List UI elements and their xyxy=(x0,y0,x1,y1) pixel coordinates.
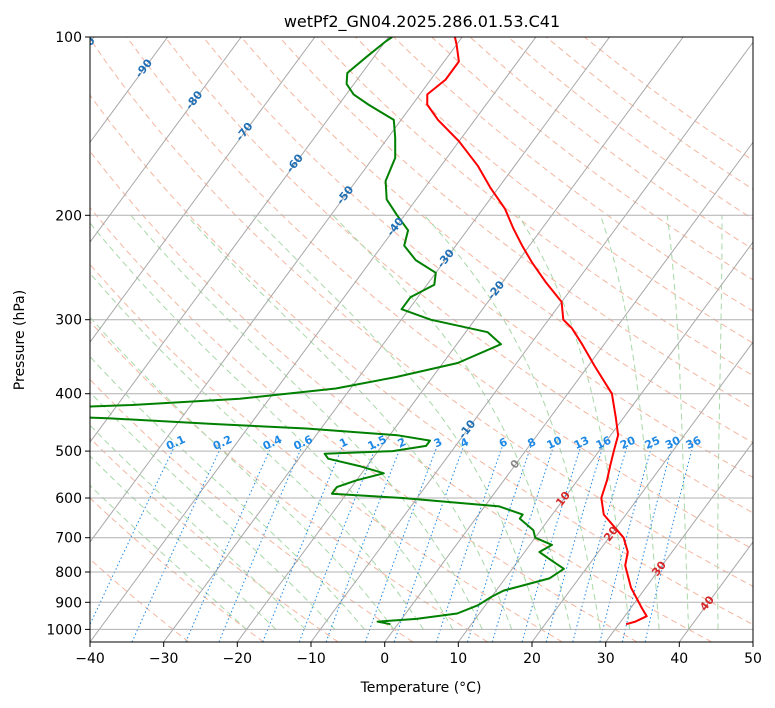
y-tick-label: 600 xyxy=(55,491,82,507)
grid-lines xyxy=(90,37,753,630)
isotherm-line xyxy=(310,41,753,642)
x-tick-label: −30 xyxy=(149,651,179,667)
x-axis-title: Temperature (°C) xyxy=(360,680,482,696)
mixing-ratio-line xyxy=(185,445,272,642)
mixing-ratio-line xyxy=(393,445,465,642)
dry-adiabat-line xyxy=(278,37,753,410)
isotherm-line xyxy=(384,141,753,642)
dewpoint-line xyxy=(90,37,565,626)
dry-adiabat-line xyxy=(317,37,753,377)
isotherm-line xyxy=(605,441,753,642)
x-tick-label: −10 xyxy=(296,651,326,667)
mixing-ratio-line xyxy=(90,445,176,626)
y-tick-label: 900 xyxy=(55,595,82,611)
y-tick-label: 700 xyxy=(55,531,82,547)
dry-adiabat-line xyxy=(90,263,563,642)
mixing-ratio-line xyxy=(364,445,438,642)
y-axis-title: Pressure (hPa) xyxy=(12,290,28,390)
isotherm-line xyxy=(90,37,242,243)
x-tick-label: 0 xyxy=(380,651,389,667)
mixing-ratio-line xyxy=(572,445,628,642)
y-tick-label: 100 xyxy=(55,30,82,46)
y-tick-label: 500 xyxy=(55,444,82,460)
mixing-ratio-line xyxy=(325,445,402,642)
mixing-ratio-line xyxy=(218,445,303,642)
chart-title: wetPf2_GN04.2025.286.01.53.C41 xyxy=(284,12,560,32)
mixing-ratio-line xyxy=(545,445,604,642)
dry-adiabat-line xyxy=(126,37,753,550)
mixing-ratio-label: 16 xyxy=(594,434,614,452)
isotherm-line xyxy=(531,341,753,642)
mixing-ratio-label: 13 xyxy=(572,434,591,452)
isotherm-line xyxy=(457,241,753,642)
y-tick-label: 300 xyxy=(55,313,82,329)
x-tick-label: 30 xyxy=(597,651,615,667)
dry-adiabat-line xyxy=(90,37,753,587)
isotherm-line xyxy=(90,37,537,642)
isotherm-line xyxy=(90,37,390,443)
x-tick-label: −40 xyxy=(75,651,105,667)
mixing-ratio-line xyxy=(599,445,653,642)
y-tick-label: 1000 xyxy=(46,622,82,638)
mixing-ratio-line xyxy=(491,445,555,642)
dry-adiabat-line xyxy=(164,37,753,514)
dry-adiabat-line xyxy=(90,94,753,626)
axes: −40 −30 −20 −10 0 10 20 30 40 50 100 200 300 400 500 60… xyxy=(46,30,762,667)
mixing-ratio-label: 36 xyxy=(684,434,704,452)
plot-frame xyxy=(89,36,754,643)
isotherm-line xyxy=(90,37,463,543)
isotherm-line xyxy=(236,37,684,642)
mixing-ratio-line xyxy=(621,445,673,642)
y-tick-label: 400 xyxy=(55,387,82,403)
x-tick-label: 40 xyxy=(670,651,688,667)
moist-adiabat-line xyxy=(90,391,336,630)
series-layer xyxy=(90,37,648,626)
temperature-line xyxy=(426,37,648,626)
mixing-ratio-label: 10 xyxy=(545,434,565,452)
mixing-ratio-line xyxy=(467,445,532,642)
x-tick-label: −20 xyxy=(223,651,253,667)
x-tick-label: 20 xyxy=(523,651,541,667)
mixing-ratio-label: 20 xyxy=(618,434,638,452)
mixing-ratio-line xyxy=(644,445,694,642)
x-tick-label: 10 xyxy=(449,651,467,667)
isotherm-line xyxy=(90,37,169,144)
mixing-ratio-label: 30 xyxy=(663,434,683,452)
dry-adiabat-line xyxy=(355,37,753,344)
isotherm-line xyxy=(90,37,316,343)
y-tick-label: 200 xyxy=(55,208,82,224)
mixing-ratio-line xyxy=(435,445,503,642)
mixing-ratio-label: 25 xyxy=(643,434,662,452)
isotherm-line xyxy=(163,37,611,642)
dry-adiabat-line xyxy=(90,150,712,642)
dry-adiabat-line xyxy=(90,206,638,642)
x-tick-label: 50 xyxy=(744,651,762,667)
mixing-ratio-line xyxy=(521,445,582,642)
y-tick-label: 800 xyxy=(55,565,82,581)
